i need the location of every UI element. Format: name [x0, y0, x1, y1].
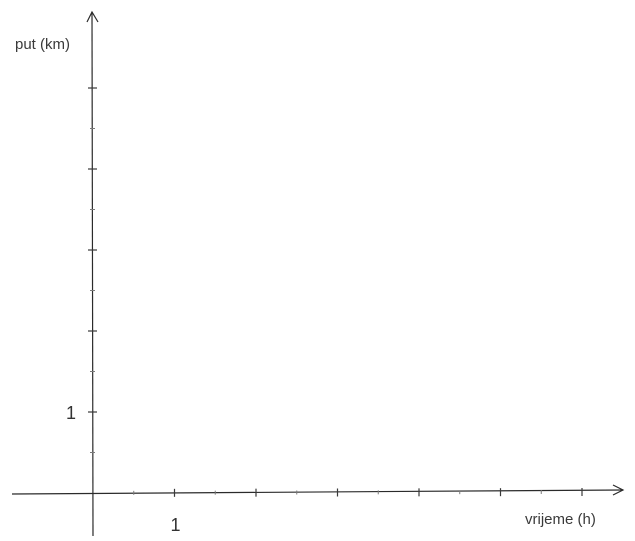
x-axis-line [11, 489, 624, 495]
x-tick-label: 1 [171, 515, 181, 535]
x-axis-arrow [612, 484, 625, 496]
axes [11, 10, 625, 537]
y-axis-title: put (km) [15, 36, 70, 53]
y-axis-arrow [86, 10, 99, 23]
y-axis-line [91, 11, 94, 537]
tick-marks [88, 87, 583, 497]
tick-labels: 11 [66, 403, 181, 535]
y-tick-label: 1 [66, 403, 76, 423]
x-axis-title: vrijeme (h) [525, 511, 596, 528]
